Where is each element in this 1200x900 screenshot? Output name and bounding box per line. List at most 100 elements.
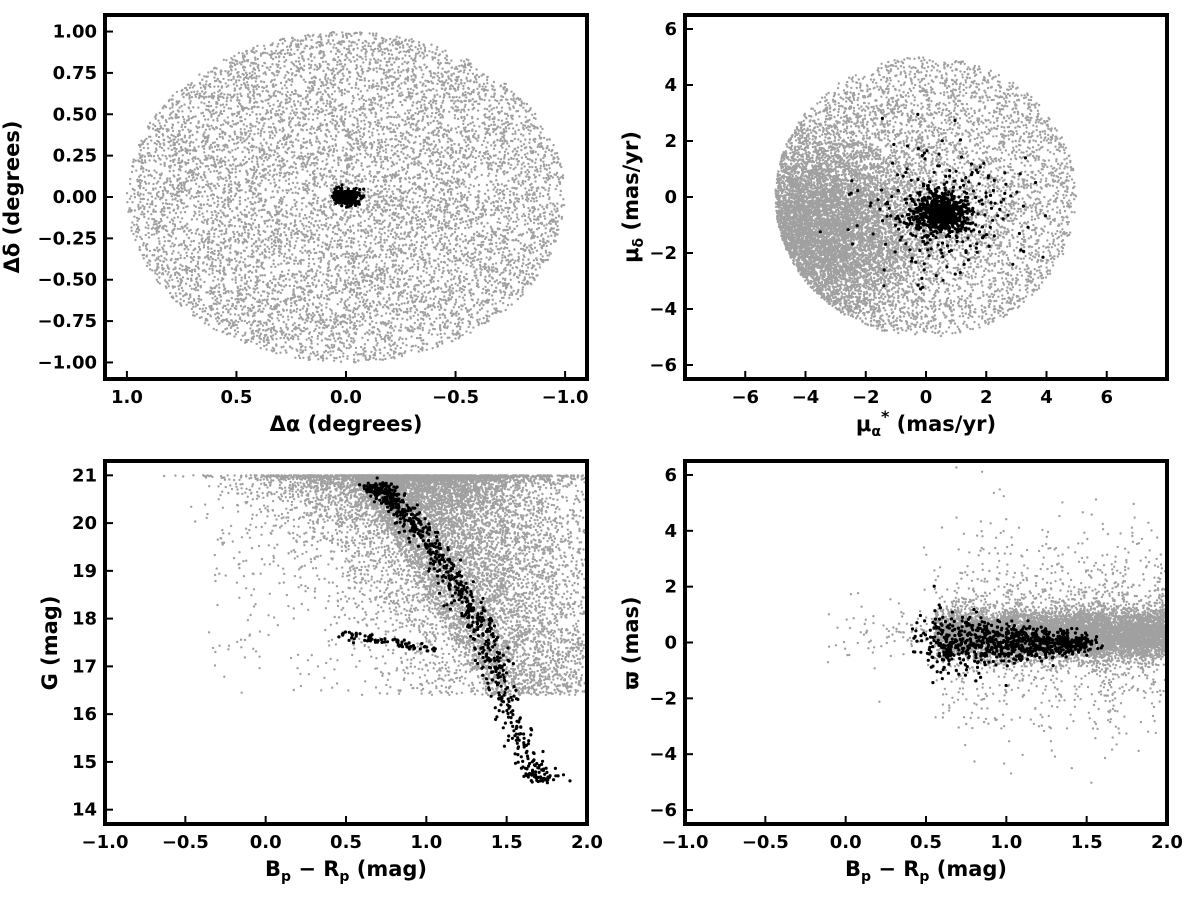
cmd-x-label-b: B bbox=[265, 857, 281, 881]
plx-y-tick-label: 0 bbox=[664, 633, 677, 654]
pm-x-label-unit: (mas/yr) bbox=[889, 412, 996, 436]
cmd-y-tick-label: 18 bbox=[72, 609, 97, 630]
plx-field-stars-points bbox=[826, 466, 1167, 784]
sky-y-axis-label: Δδ (degrees) bbox=[0, 121, 24, 274]
sky-y-tick-label: 0.50 bbox=[53, 104, 97, 125]
pm-x-tick-label: −4 bbox=[792, 387, 820, 408]
sky-y-tick-label: −1.00 bbox=[38, 352, 98, 373]
cmd-y-tick-label: 20 bbox=[72, 513, 97, 534]
plx-x-label-r-sub: p bbox=[919, 869, 929, 885]
sky-x-tick-label: 0.5 bbox=[221, 387, 253, 408]
cmd-ticks: −1.0 −0.5 0.0 0.5 1.0 1.5 2.0 21 20 19 18 17 16 15 14 bbox=[72, 465, 603, 853]
panel-sky-positions: 1.0 0.5 0.0 −0.5 −1.0 1.00 0.75 0.50 0.25 0.00 −0.… bbox=[0, 13, 589, 436]
pm-x-tick-label: 0 bbox=[920, 387, 933, 408]
plx-x-tick-label: 0.5 bbox=[910, 832, 942, 853]
pm-y-axis-label: μδ (mas/yr) bbox=[619, 131, 647, 263]
sky-x-tick-label: 0.0 bbox=[330, 387, 362, 408]
pm-y-tick-label: 0 bbox=[664, 187, 677, 208]
cmd-y-tick-label: 21 bbox=[72, 465, 97, 486]
cmd-plot-frame bbox=[103, 459, 589, 826]
sky-y-tick-label: −0.25 bbox=[38, 228, 98, 249]
sky-y-tick-label: 0.25 bbox=[53, 146, 97, 167]
sky-x-tick-label: −0.5 bbox=[432, 387, 479, 408]
pm-points bbox=[774, 56, 1078, 338]
sky-plot-frame bbox=[103, 13, 589, 381]
cmd-y-tick-label: 17 bbox=[72, 656, 97, 677]
cmd-x-axis-label: Bp − Rp (mag) bbox=[265, 857, 427, 885]
pm-y-tick-label: 2 bbox=[664, 131, 677, 152]
pm-cluster-members-points bbox=[818, 112, 1047, 291]
sky-ticks: 1.0 0.5 0.0 −0.5 −1.0 1.00 0.75 0.50 0.25 0.00 −0.… bbox=[38, 22, 589, 408]
sky-y-tick-label: −0.50 bbox=[38, 270, 98, 291]
cmd-x-label-minus: − R bbox=[291, 857, 339, 881]
sky-cluster-members-points bbox=[330, 183, 366, 209]
pm-x-label-mu: μ bbox=[856, 412, 871, 436]
pm-x-tick-label: 6 bbox=[1100, 387, 1113, 408]
cmd-x-tick-label: −1.0 bbox=[82, 832, 129, 853]
plx-y-tick-label: 2 bbox=[664, 577, 677, 598]
cmd-x-label-unit: (mag) bbox=[349, 857, 427, 881]
pm-y-label-unit: (mas/yr) bbox=[619, 131, 643, 238]
plx-x-axis-label: Bp − Rp (mag) bbox=[845, 857, 1007, 885]
pm-y-tick-label: −6 bbox=[649, 355, 677, 376]
pm-x-label-sub: α bbox=[871, 424, 881, 440]
plx-plot-frame bbox=[683, 459, 1169, 826]
cmd-y-tick-label: 16 bbox=[72, 704, 97, 725]
plx-y-axis-label: ϖ (mas) bbox=[619, 596, 643, 689]
cmd-y-tick-label: 19 bbox=[72, 561, 97, 582]
plx-x-label-b-sub: p bbox=[861, 869, 871, 885]
sky-y-tick-label: 1.00 bbox=[53, 22, 97, 43]
sky-x-tick-label: 1.0 bbox=[111, 387, 143, 408]
cmd-points bbox=[162, 474, 587, 785]
panel-color-magnitude: −1.0 −0.5 0.0 0.5 1.0 1.5 2.02120191817161514 … bbox=[38, 459, 603, 885]
pm-x-tick-label: 2 bbox=[980, 387, 993, 408]
plx-x-tick-label: −1.0 bbox=[662, 832, 709, 853]
cmd-x-tick-label: 1.0 bbox=[410, 832, 442, 853]
plx-x-label-minus: − R bbox=[871, 857, 919, 881]
pm-y-label-sub: δ bbox=[631, 237, 647, 247]
plx-cluster-members-points bbox=[910, 584, 1104, 688]
pm-x-label-star: * bbox=[881, 407, 890, 426]
plx-y-tick-label: 4 bbox=[664, 521, 677, 542]
cmd-x-label-b-sub: p bbox=[281, 869, 291, 885]
pm-y-label-mu: μ bbox=[619, 247, 643, 262]
plx-y-tick-label: −2 bbox=[649, 688, 677, 709]
plx-y-tick-label: −6 bbox=[649, 800, 677, 821]
sky-field-stars-points bbox=[125, 30, 566, 364]
plx-points bbox=[826, 466, 1167, 784]
cmd-field-stars-points bbox=[162, 474, 587, 697]
pm-plot-frame bbox=[683, 13, 1169, 381]
pm-x-tick-label: −2 bbox=[852, 387, 880, 408]
plx-x-tick-label: −0.5 bbox=[742, 832, 789, 853]
plx-y-tick-label: 6 bbox=[664, 465, 677, 486]
panel-parallax-color: −1.0 −0.5 0.0 0.5 1.0 1.5 2.0 6 4 2 0 −2 −4 −6 Bp − R… bbox=[619, 459, 1183, 885]
pm-y-tick-label: 4 bbox=[664, 75, 677, 96]
plx-x-tick-label: 2.0 bbox=[1151, 832, 1183, 853]
cmd-y-tick-label: 15 bbox=[72, 752, 97, 773]
sky-x-axis-label: Δα (degrees) bbox=[270, 412, 423, 436]
pm-x-tick-label: −6 bbox=[731, 387, 759, 408]
plx-ticks: −1.0 −0.5 0.0 0.5 1.0 1.5 2.0 6 4 2 0 −2 −4 −6 bbox=[649, 465, 1183, 853]
plx-x-tick-label: 0.0 bbox=[830, 832, 862, 853]
sky-points bbox=[125, 30, 566, 364]
cmd-y-axis-label: G (mag) bbox=[38, 596, 62, 691]
pm-x-tick-label: 4 bbox=[1040, 387, 1053, 408]
plx-x-tick-label: 1.0 bbox=[990, 832, 1022, 853]
cmd-x-tick-label: 1.5 bbox=[491, 832, 523, 853]
sky-x-tick-label: −1.0 bbox=[542, 387, 589, 408]
plx-x-label-b: B bbox=[845, 857, 861, 881]
pm-field-stars-points bbox=[774, 56, 1078, 338]
pm-y-tick-label: −2 bbox=[649, 243, 677, 264]
sky-y-tick-label: 0.00 bbox=[53, 187, 97, 208]
pm-x-axis-label: μα* (mas/yr) bbox=[856, 407, 996, 440]
pm-y-tick-label: 6 bbox=[664, 19, 677, 40]
cmd-x-tick-label: −0.5 bbox=[162, 832, 209, 853]
pm-y-tick-label: −4 bbox=[649, 299, 677, 320]
cmd-x-label-r-sub: p bbox=[339, 869, 349, 885]
plx-x-tick-label: 1.5 bbox=[1071, 832, 1103, 853]
sky-y-tick-label: −0.75 bbox=[38, 311, 98, 332]
cmd-x-tick-label: 0.5 bbox=[330, 832, 362, 853]
cmd-y-tick-label: 14 bbox=[72, 800, 97, 821]
